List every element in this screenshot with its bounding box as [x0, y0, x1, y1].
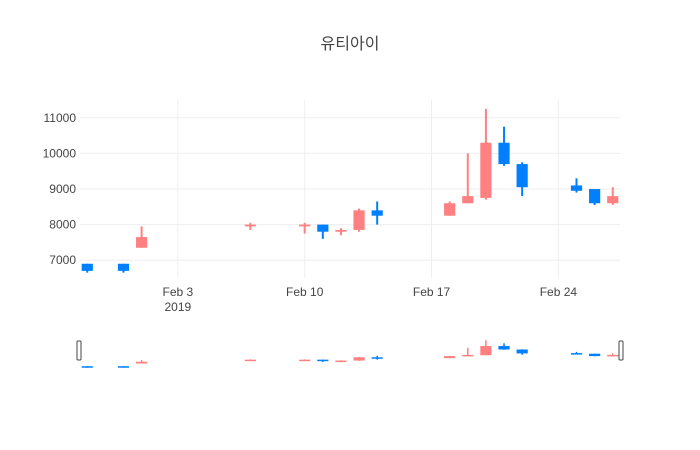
range-slider-candles — [81, 340, 619, 368]
slider-candle-body — [570, 353, 583, 355]
x-tick-label: Feb 24 — [540, 285, 578, 299]
candle-body — [462, 196, 474, 204]
slider-candle — [371, 355, 383, 360]
candle — [81, 263, 93, 273]
candle-body — [607, 196, 619, 204]
range-slider-handle-right[interactable] — [618, 340, 624, 361]
candle — [317, 224, 329, 239]
slider-candle — [498, 343, 510, 350]
candle-body — [117, 263, 130, 271]
y-axis: 7000 8000 9000 10000 11000 — [43, 111, 77, 267]
candle-body — [498, 142, 510, 165]
candle-body — [317, 224, 329, 232]
slider-candle — [462, 347, 474, 357]
slider-candle-body — [317, 359, 329, 362]
x-tick-label: Feb 10 — [286, 285, 324, 299]
y-tick-label: 11000 — [44, 111, 77, 125]
slider-candle — [317, 359, 329, 363]
candle — [335, 228, 347, 236]
y-tick-label: 8000 — [49, 218, 76, 232]
x-tick-label: Feb 17 — [413, 285, 451, 299]
slider-candle — [516, 349, 528, 355]
candle — [299, 222, 311, 234]
candle — [136, 226, 148, 248]
candle — [371, 201, 383, 225]
candle — [589, 189, 601, 206]
candle — [444, 201, 456, 216]
candle — [244, 222, 256, 230]
slider-candle — [81, 366, 93, 368]
candle-body — [81, 263, 93, 271]
slider-candle-body — [335, 360, 347, 363]
slider-candle-body — [299, 359, 311, 362]
candle-body — [444, 203, 456, 216]
slider-candle-body — [516, 349, 528, 354]
slider-candle — [589, 353, 601, 357]
slider-candle — [136, 359, 148, 364]
range-slider-handle-left[interactable] — [76, 340, 82, 361]
slider-candle — [480, 340, 492, 356]
candle — [480, 108, 492, 200]
chart-title: 유티아이 — [321, 34, 380, 53]
candle — [570, 178, 583, 193]
candle-body — [136, 237, 148, 248]
slider-candle-body — [117, 366, 130, 368]
slider-candle-body — [81, 366, 93, 368]
candle-body — [371, 210, 383, 216]
slider-candle-body — [498, 345, 510, 350]
candle-body — [570, 185, 583, 191]
candle-body — [335, 229, 347, 232]
slider-candle-body — [136, 361, 148, 364]
x-tick-year-label: 2019 — [165, 300, 192, 314]
slider-candle-body — [244, 359, 256, 362]
slider-candle — [570, 351, 583, 355]
range-slider-frame — [80, 340, 620, 368]
candles-main — [81, 108, 619, 273]
candle-body — [244, 224, 256, 227]
slider-candle-body — [589, 353, 601, 357]
slider-candle-body — [353, 357, 365, 361]
slider-candle — [335, 360, 347, 363]
candle — [607, 187, 619, 206]
candle — [516, 162, 528, 197]
slider-candle-body — [444, 356, 456, 359]
y-tick-label: 7000 — [49, 253, 76, 267]
candle-body — [516, 164, 528, 188]
slider-candle-body — [607, 354, 619, 357]
slider-candle — [607, 353, 619, 357]
candle — [117, 263, 130, 273]
candle — [498, 126, 510, 166]
candle — [462, 153, 474, 204]
candle-body — [299, 224, 311, 227]
x-tick-label: Feb 3 — [163, 285, 194, 299]
candle-body — [480, 142, 492, 198]
slider-candle — [444, 355, 456, 359]
candle-body — [353, 210, 365, 230]
slider-candle — [117, 366, 130, 368]
slider-candle-body — [462, 354, 474, 357]
slider-candle — [299, 359, 311, 362]
grid-lines — [80, 100, 620, 278]
y-tick-label: 9000 — [49, 182, 76, 196]
slider-candle — [353, 356, 365, 361]
y-tick-label: 10000 — [43, 146, 77, 160]
candle-body — [589, 189, 601, 204]
candle — [353, 208, 365, 232]
slider-candle-body — [480, 345, 492, 356]
range-slider[interactable] — [76, 340, 624, 368]
slider-candle-body — [371, 357, 383, 359]
slider-candle — [244, 359, 256, 362]
